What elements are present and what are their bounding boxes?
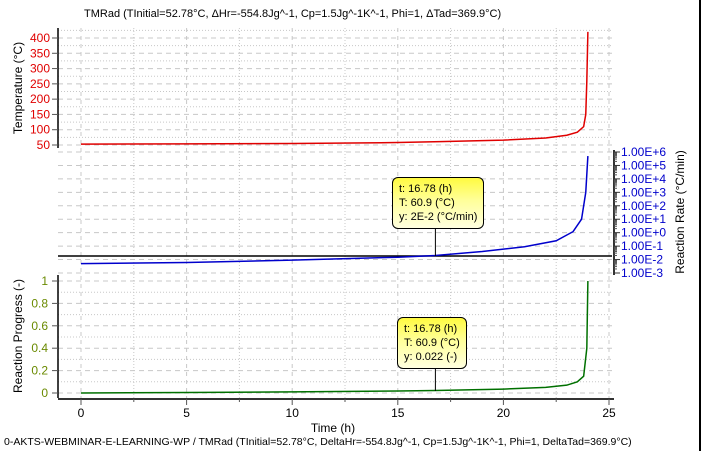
chart-title: TMRad (TInitial=52.78°C, ΔHr=-554.8Jg^-1… bbox=[84, 8, 502, 20]
tooltip-temperature: T: 60.9 (°C) bbox=[399, 197, 455, 209]
tooltip-time: t: 16.78 (h) bbox=[399, 183, 453, 195]
progress-tick-label: 0.2 bbox=[31, 364, 48, 378]
temperature-tick-label: 350 bbox=[30, 46, 50, 60]
temperature-axis-title: Temperature (°C) bbox=[11, 42, 25, 134]
progress-tooltip: t: 16.78 (h) T: 60.9 (°C) y: 0.022 (-) bbox=[397, 317, 467, 369]
temperature-tick-label: 400 bbox=[30, 31, 50, 45]
temperature-tick-label: 150 bbox=[30, 107, 50, 121]
window-border bbox=[699, 0, 701, 451]
x-tick-label: 20 bbox=[497, 406, 511, 420]
tooltip-temperature: T: 60.9 (°C) bbox=[404, 337, 460, 349]
rate-tick-label: 1.00E+1 bbox=[621, 212, 666, 226]
rate-curve bbox=[80, 156, 589, 265]
x-tick-label: 5 bbox=[183, 406, 190, 420]
temperature-curve bbox=[80, 31, 589, 145]
temperature-tick-label: 200 bbox=[30, 92, 50, 106]
rate-tick-label: 1.00E+3 bbox=[621, 185, 666, 199]
x-tick-label: 10 bbox=[286, 406, 300, 420]
progress-tick-label: 0 bbox=[41, 386, 48, 400]
temperature-tick-label: 50 bbox=[37, 138, 51, 152]
x-axis-title: Time (h) bbox=[311, 421, 355, 435]
temperature-tick-label: 300 bbox=[30, 62, 50, 76]
x-tick-label: 15 bbox=[391, 406, 405, 420]
x-tick-label: 25 bbox=[602, 406, 616, 420]
progress-curve bbox=[80, 280, 589, 394]
rate-tick-label: 1.00E+4 bbox=[621, 172, 666, 186]
progress-tick-label: 0.4 bbox=[31, 341, 48, 355]
rate-tick-label: 1.00E-3 bbox=[621, 266, 663, 280]
progress-tick-label: 0.6 bbox=[31, 319, 48, 333]
x-tick-label: 0 bbox=[78, 406, 85, 420]
progress-tick-label: 0.8 bbox=[31, 296, 48, 310]
temperature-tick-label: 250 bbox=[30, 77, 50, 91]
rate-tick-label: 1.00E-1 bbox=[621, 239, 663, 253]
progress-axis-title: Reaction Progress (-) bbox=[11, 279, 25, 393]
tooltip-value: y: 2E-2 (°C/min) bbox=[399, 211, 478, 223]
rate-tooltip: t: 16.78 (h) T: 60.9 (°C) y: 2E-2 (°C/mi… bbox=[392, 177, 485, 229]
rate-tick-label: 1.00E+2 bbox=[621, 199, 666, 213]
progress-tick-label: 1 bbox=[41, 274, 48, 288]
tooltip-value: y: 0.022 (-) bbox=[404, 351, 458, 363]
rate-tick-label: 1.00E-2 bbox=[621, 253, 663, 267]
tooltip-time: t: 16.78 (h) bbox=[404, 323, 458, 335]
temperature-tick-label: 100 bbox=[30, 123, 50, 137]
footer-caption: 0-AKTS-WEBMINAR-E-LEARNING-WP / TMRad (T… bbox=[4, 436, 632, 448]
rate-tick-label: 1.00E+0 bbox=[621, 226, 666, 240]
rate-tick-label: 1.00E+6 bbox=[621, 145, 666, 159]
rate-tick-label: 1.00E+5 bbox=[621, 158, 666, 172]
rate-axis-title: Reaction Rate (°C/min) bbox=[673, 150, 687, 274]
